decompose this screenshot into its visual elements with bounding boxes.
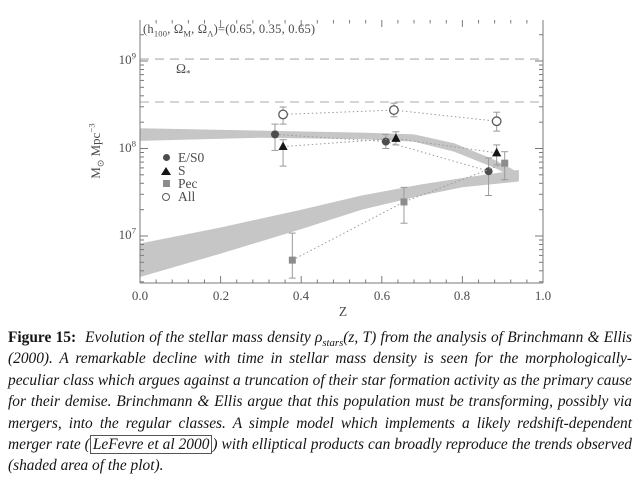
model-band-peculiar-merger-model [140,169,519,277]
x-tick-label: 0.0 [131,288,149,303]
data-point-s [492,147,502,157]
legend-label: Pec [178,175,198,191]
cosmology-annotation: (h100, ΩM, ΩΛ)=(0.65, 0.35, 0.65) [143,22,316,39]
data-point-pec [288,256,296,264]
x-tick-label: 0.2 [212,288,230,303]
caption-body: Evolution of the stellar mass density ρs… [8,329,632,475]
data-point-all [491,116,502,127]
y-tick-label-1e9: 109 [118,50,136,67]
legend-item-eso: E/S0 [160,149,205,165]
data-point-all [388,105,399,116]
data-point-pec [501,159,509,167]
filled-triangle-icon [161,166,171,175]
legend: E/S0 S Pec All [160,149,205,205]
x-tick-label: 0.4 [292,288,310,303]
figure-caption: Figure 15: Evolution of the stellar mass … [8,327,632,477]
rho-stars-subscript: stars [322,337,344,350]
caption-label: Figure 15: [8,329,77,346]
data-point-s [391,133,401,142]
omega-star-label: Ω* [176,61,191,79]
open-circle-icon [161,192,171,202]
series-line-pec [292,162,505,261]
filled-circle-icon [162,154,170,162]
data-point-e-s0 [271,130,280,139]
legend-label: S [178,162,186,178]
legend-label: All [178,189,196,205]
y-axis-label: M⊙ Mpc−3 [86,123,106,179]
x-tick-label: 0.6 [373,288,391,303]
model-band-regular-classes [140,128,519,180]
data-point-e-s0 [381,137,390,146]
x-tick-label: 0.8 [453,288,471,303]
data-point-e-s0 [484,167,493,176]
data-point-pec [400,198,408,206]
legend-label: E/S0 [178,149,205,165]
citation-link-lefevre[interactable]: LeFevre et al 2000 [89,435,213,455]
legend-item-all: All [160,189,204,205]
y-tick-label-1e7: 107 [118,225,136,242]
filled-square-icon [162,180,170,188]
plot-svg [139,20,544,284]
data-point-s [278,141,288,151]
figure-15-plot: (h100, ΩM, ΩΛ)=(0.65, 0.35, 0.65) Ω* 109… [86,20,552,319]
x-tick-label: 1.0 [534,288,552,303]
legend-item-peculiar: Pec [160,175,204,191]
legend-item-spiral: S [160,162,204,178]
series-line-s [283,137,497,154]
data-point-all [278,109,289,120]
x-axis-label: Z [338,304,348,319]
y-tick-label-1e8: 108 [118,138,136,155]
